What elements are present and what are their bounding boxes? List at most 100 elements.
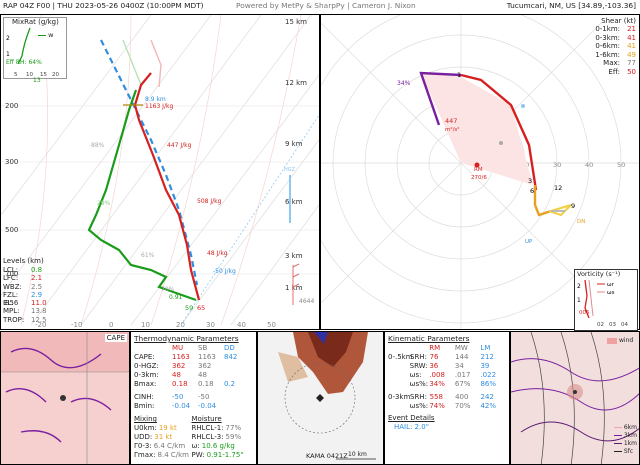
rh-label-88: 88% — [91, 142, 105, 149]
level-name: WBZ: — [3, 282, 22, 291]
moisture-block: Moisture RHLCL-1: 77% RHLCL-3: 59% ω: 10.6 g/… — [192, 415, 253, 460]
thermo-cell: -0.04 — [198, 402, 217, 410]
kinematic-cell: 36 — [429, 362, 439, 370]
thermo-cell: 1163 — [198, 353, 216, 361]
thermo-panel: Thermodynamic Parameters MU SB DD CAPE: 1… — [130, 331, 257, 465]
thermo-cell: 48 — [172, 371, 181, 379]
rm-label: RM — [474, 167, 483, 173]
thermo-rows: CAPE: 1163 1163 842 0-HGZ: 362 362 0-3km: 48 48 Bm… — [134, 353, 253, 411]
skewt-panel: 200 300 500 700 856 15 km 12 km 9 km 6 k… — [0, 14, 320, 330]
hodo-point-12: 12 — [554, 184, 562, 192]
kinematic-cell: 67% — [454, 380, 471, 388]
kinematic-cell: 34% — [429, 380, 445, 388]
mixrat-title: MixRat (g/kg) — [12, 18, 59, 26]
param-name: PW: — [191, 451, 205, 459]
level-value: 2.9 — [31, 290, 43, 299]
shear-name: Eff: — [608, 67, 620, 76]
kinematic-cell: 74% — [429, 402, 445, 410]
jkg-neg50-label: -50 J/kg — [213, 268, 236, 275]
param-name: RHLCL-1: — [191, 424, 224, 432]
thermo-row: 0-3km: 48 48 — [134, 371, 253, 380]
map-legend-label: Sfc — [623, 448, 634, 455]
thermo-cell: -50 — [198, 393, 210, 401]
srh-value: 447 — [445, 117, 457, 125]
hodograph: 10 20 30 40 50 1 3 6 9 12 34% 447 m²/s² … — [300, 2, 639, 329]
legend-line-icon — [38, 34, 46, 36]
kinematic-block-label — [388, 371, 410, 380]
moisture-title: Moisture — [191, 415, 222, 423]
kinematic-cell: 76 — [429, 353, 439, 361]
kinematic-block-label: 0-3km — [388, 393, 411, 401]
rh-label-29: 29% — [97, 200, 111, 207]
vort-xtick-02: 02 — [597, 322, 604, 328]
level-value: 2.5 — [31, 282, 43, 291]
height-label-1: 1 km — [285, 284, 303, 292]
kinematic-row: 0-3km SRH: 558 400 242 — [388, 393, 506, 402]
kinematic-header-row: RM MW LM — [388, 344, 506, 353]
hodo-point-1: 1 — [457, 71, 461, 79]
kinematic-row-label: ωs%: — [409, 402, 429, 410]
thermo-row-label: Bmin: — [134, 402, 155, 410]
hodo-point-6: 6 — [530, 187, 534, 195]
radar-scale: 10 km — [348, 451, 367, 458]
mixrat-inset: MixRat (g/kg) w 2 1 Eff RH: 64% 5 10 15 … — [3, 17, 67, 79]
legend-line-icon — [613, 451, 622, 452]
levels-title: Levels (km) — [3, 257, 44, 265]
level-name: TROP: — [3, 315, 25, 324]
param-name: Γmax: — [134, 451, 156, 459]
kinematic-cell: 86% — [480, 380, 496, 388]
level-name: EL: — [3, 299, 14, 308]
pressure-label-700: 700 — [5, 270, 18, 278]
wind-map — [511, 332, 639, 464]
kinematic-row: ωs%: 34% 67% 86% — [388, 380, 506, 389]
up-label: UP — [525, 239, 533, 245]
temperature-trace — [133, 72, 201, 301]
thermo-row-label: Bmax: — [134, 380, 157, 388]
level-row: FZL: 2.9 — [3, 291, 65, 299]
rh-label-70: 70% — [161, 286, 175, 293]
kinematic-cell: 70% — [454, 402, 471, 410]
temp-label-30: 30 — [206, 321, 215, 329]
vorticity-plot: 2 1 ωr ωs 005 02 03 04 — [577, 279, 628, 328]
thermo-row-label: 0-3km: — [134, 371, 159, 379]
param-name: U0km: — [134, 424, 157, 432]
kinematic-panel: Kinematic Parameters RM MW LM 0-.5km SRH:… — [384, 331, 510, 465]
thermo-cell: 842 — [224, 353, 238, 361]
title-left: RAP 04Z F00 | THU 2023-05-26 0400Z (10:0… — [3, 1, 204, 10]
map-legend-row: 6km — [613, 424, 637, 432]
shear-row: Max: 77 — [576, 59, 636, 68]
param-value: 59% — [225, 433, 242, 441]
dn-label: DN — [577, 219, 585, 225]
level-row: LCL: 0.8 — [3, 266, 65, 274]
height-label-12: 12 km — [285, 79, 307, 87]
param-value: 31 kt — [154, 433, 173, 441]
level-row: TROP: 12.5 — [3, 316, 65, 324]
temp-upper-faint — [150, 39, 162, 88]
levels-inset: Levels (km) LCL: 0.8 LFC: 2.1 WBZ: 2.5 FZL: 2.9… — [3, 257, 65, 324]
map-legend-label: 1km — [623, 440, 637, 447]
dew-upper-faint — [122, 39, 142, 86]
vorticity-title: Vorticity (s⁻¹) — [577, 270, 621, 278]
station-elev-label: 4644 — [299, 298, 314, 305]
level-name: MPL: — [3, 307, 20, 316]
map-legend: 6km 3km 1km Sfc — [613, 424, 637, 456]
radar-image — [258, 332, 383, 464]
vort-legend-s: ωs — [607, 290, 615, 296]
rm-marker — [474, 162, 480, 168]
el-jkg-label: 1163 J/kg — [145, 103, 173, 110]
hodo-trace-9-12 — [548, 204, 572, 217]
shear-value: 49 — [627, 50, 636, 59]
thermo-cell: 0.18 — [198, 380, 214, 388]
vort-note: 005 — [579, 310, 590, 316]
radar-label: KAMA 0421Z — [306, 452, 348, 460]
pressure-label-500: 500 — [5, 226, 18, 234]
hodo-trace-0-3 — [460, 73, 538, 191]
cape-map-panel: CAPE — [0, 331, 130, 465]
param-row: RHLCL-1: 77% — [192, 424, 253, 433]
shear-name: Max: — [603, 59, 620, 67]
dewpoint-trace — [87, 89, 197, 302]
param-value: 8.4 C/km — [157, 451, 189, 459]
shear-list: 0-1km: 21 0-3km: 41 0-6km: 41 1-6km: 49 Max: 77 Ef… — [576, 25, 636, 76]
shear-value: 21 — [627, 25, 636, 33]
kinematic-row-label: ωs: — [409, 371, 422, 379]
